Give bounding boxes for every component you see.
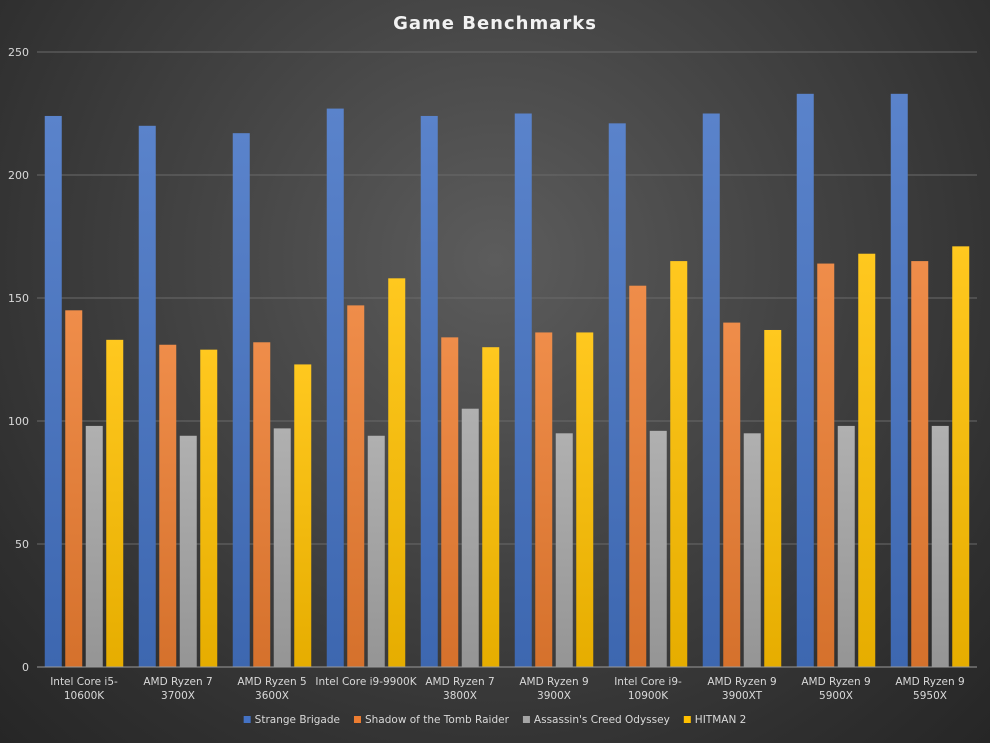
x-tick-label-intel-core-i9-10900k: Intel Core i9-10900K	[614, 676, 682, 702]
x-tick-label-amd-ryzen-9-3900x: AMD Ryzen 9 3900X	[519, 676, 588, 702]
x-axis-tick-labels: Intel Core i5-10600K AMD Ryzen 7 3700X AMD …	[50, 676, 964, 702]
legend-item-assassin-s-creed-odyssey: Assassin's Creed Odyssey	[522, 714, 670, 726]
bar-shadow-of-the-tomb-raider-amd-ryzen-9-3900xt	[723, 322, 741, 667]
bar-shadow-of-the-tomb-raider-amd-ryzen-9-5900x	[817, 263, 835, 667]
bar-strange-brigade-amd-ryzen-5-3600x	[232, 133, 250, 667]
legend: Strange Brigade Shadow of the Tomb Raider…	[243, 714, 747, 726]
x-tick-label-amd-ryzen-9-5950x: AMD Ryzen 9 5950X	[895, 676, 964, 702]
bar-shadow-of-the-tomb-raider-amd-ryzen-9-5950x	[911, 261, 929, 667]
bar-shadow-of-the-tomb-raider-amd-ryzen-9-3900x	[535, 332, 553, 667]
bar-strange-brigade-amd-ryzen-7-3700x	[138, 125, 156, 668]
x-tick-label-intel-core-i5-10600k: Intel Core i5-10600K	[50, 676, 118, 702]
bar-hitman-2-amd-ryzen-9-5900x	[858, 253, 876, 667]
legend-swatch-hitman-2	[683, 716, 691, 723]
bar-strange-brigade-amd-ryzen-7-3800x	[420, 115, 438, 667]
legend-label-hitman-2: HITMAN 2	[695, 714, 747, 726]
bar-hitman-2-intel-core-i9-10900k	[670, 261, 688, 667]
bar-hitman-2-amd-ryzen-9-3900xt	[764, 329, 782, 667]
y-tick-label-0: 0	[22, 661, 29, 674]
x-tick-label-amd-ryzen-5-3600x: AMD Ryzen 5 3600X	[237, 676, 306, 702]
bar-assassin-s-creed-odyssey-amd-ryzen-9-3900x	[555, 433, 573, 667]
x-tick-label-amd-ryzen-7-3800x: AMD Ryzen 7 3800X	[425, 676, 494, 702]
bar-assassin-s-creed-odyssey-amd-ryzen-9-3900xt	[743, 433, 761, 667]
bar-assassin-s-creed-odyssey-amd-ryzen-7-3700x	[179, 435, 197, 667]
y-tick-label-50: 50	[15, 538, 29, 551]
y-tick-label-100: 100	[8, 415, 29, 428]
bar-hitman-2-intel-core-i5-10600k	[106, 339, 124, 667]
bar-strange-brigade-intel-core-i9-10900k	[608, 123, 626, 668]
legend-swatch-strange-brigade	[243, 716, 251, 723]
bar-strange-brigade-intel-core-i5-10600k	[44, 115, 62, 667]
bars	[44, 93, 970, 668]
legend-item-hitman-2: HITMAN 2	[683, 714, 747, 726]
legend-swatch-assassin-s-creed-odyssey	[522, 716, 530, 723]
bar-strange-brigade-intel-core-i9-9900k	[326, 108, 344, 667]
bar-assassin-s-creed-odyssey-intel-core-i5-10600k	[85, 425, 103, 667]
bar-shadow-of-the-tomb-raider-intel-core-i9-10900k	[629, 285, 647, 667]
legend-swatch-shadow-of-the-tomb-raider	[353, 716, 361, 723]
bar-hitman-2-amd-ryzen-7-3700x	[200, 349, 218, 667]
legend-label-shadow-of-the-tomb-raider: Shadow of the Tomb Raider	[365, 714, 510, 726]
x-tick-label-amd-ryzen-9-5900x: AMD Ryzen 9 5900X	[801, 676, 870, 702]
bar-assassin-s-creed-odyssey-amd-ryzen-9-5950x	[931, 425, 949, 667]
bar-shadow-of-the-tomb-raider-amd-ryzen-7-3800x	[441, 337, 459, 667]
y-tick-label-150: 150	[8, 292, 29, 305]
legend-item-strange-brigade: Strange Brigade	[243, 714, 340, 726]
y-axis-tick-labels: 0 50 100 150 200 250	[8, 46, 29, 674]
x-tick-label-amd-ryzen-9-3900xt: AMD Ryzen 9 3900XT	[707, 676, 776, 702]
bar-assassin-s-creed-odyssey-amd-ryzen-5-3600x	[273, 428, 291, 667]
bar-strange-brigade-amd-ryzen-9-3900x	[514, 113, 532, 667]
bar-assassin-s-creed-odyssey-amd-ryzen-9-5900x	[837, 425, 855, 667]
bar-strange-brigade-amd-ryzen-9-5950x	[890, 93, 908, 667]
legend-label-assassin-s-creed-odyssey: Assassin's Creed Odyssey	[534, 714, 670, 726]
bar-strange-brigade-amd-ryzen-9-3900xt	[702, 113, 720, 667]
gridlines	[37, 51, 977, 545]
bar-assassin-s-creed-odyssey-amd-ryzen-7-3800x	[461, 408, 479, 667]
bar-hitman-2-amd-ryzen-9-5950x	[952, 246, 970, 667]
bar-shadow-of-the-tomb-raider-amd-ryzen-7-3700x	[159, 344, 177, 667]
bar-hitman-2-amd-ryzen-7-3800x	[482, 347, 500, 667]
chart-title: Game Benchmarks	[393, 13, 597, 34]
bar-assassin-s-creed-odyssey-intel-core-i9-10900k	[649, 430, 667, 667]
y-tick-label-200: 200	[8, 169, 29, 182]
legend-item-shadow-of-the-tomb-raider: Shadow of the Tomb Raider	[353, 714, 510, 726]
x-tick-label-intel-core-i9-9900k: Intel Core i9-9900K	[315, 676, 417, 688]
bar-shadow-of-the-tomb-raider-intel-core-i5-10600k	[65, 310, 83, 667]
bar-shadow-of-the-tomb-raider-intel-core-i9-9900k	[347, 305, 365, 667]
bar-shadow-of-the-tomb-raider-amd-ryzen-5-3600x	[253, 342, 271, 667]
x-tick-label-amd-ryzen-7-3700x: AMD Ryzen 7 3700X	[143, 676, 212, 702]
y-tick-label-250: 250	[8, 46, 29, 59]
bar-assassin-s-creed-odyssey-intel-core-i9-9900k	[367, 435, 385, 667]
bar-hitman-2-intel-core-i9-9900k	[388, 278, 406, 667]
bar-strange-brigade-amd-ryzen-9-5900x	[796, 93, 814, 667]
bar-hitman-2-amd-ryzen-5-3600x	[294, 364, 312, 667]
bar-hitman-2-amd-ryzen-9-3900x	[576, 332, 594, 667]
legend-label-strange-brigade: Strange Brigade	[255, 714, 340, 726]
